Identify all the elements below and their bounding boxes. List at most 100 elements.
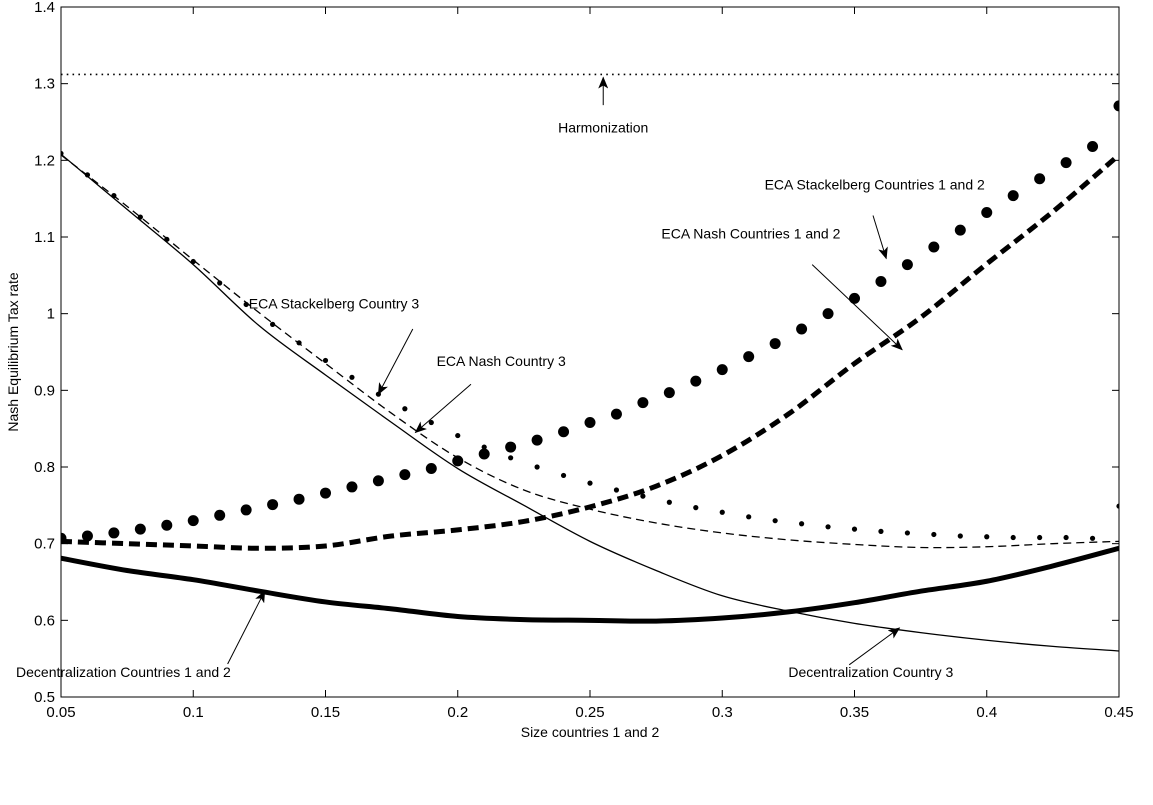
data-point	[560, 472, 567, 479]
annotation-label: Decentralization Country 3	[788, 664, 953, 680]
annotation-label: ECA Nash Country 3	[437, 353, 566, 369]
data-point	[372, 475, 384, 487]
annotation-arrow	[377, 328, 414, 396]
data-point	[799, 521, 805, 527]
series-large-dots	[61, 100, 1119, 544]
data-point	[320, 487, 331, 499]
data-point	[849, 292, 860, 304]
series-thick-dashed	[61, 153, 1119, 551]
data-point	[508, 455, 514, 461]
data-point	[1037, 534, 1043, 541]
y-tick-label: 1.2	[34, 152, 55, 169]
y-tick-label: 1.4	[34, 0, 55, 16]
annotation-label: Decentralization Countries 1 and 2	[16, 664, 231, 680]
y-tick-label: 0.6	[34, 612, 55, 629]
data-point	[452, 455, 464, 467]
annotation-arrow	[227, 590, 266, 665]
data-point	[1010, 534, 1016, 541]
data-point	[214, 509, 226, 521]
data-point	[531, 434, 543, 446]
plot-content	[61, 73, 1119, 652]
x-tick-label: 0.3	[712, 704, 733, 721]
x-tick-label: 0.45	[1104, 704, 1133, 721]
data-point	[1087, 141, 1099, 153]
data-point	[746, 514, 752, 520]
data-point	[954, 224, 966, 236]
annotation: ECA Stackelberg Country 3	[249, 295, 420, 396]
series-thick-solid	[61, 545, 1119, 624]
data-point	[851, 526, 858, 532]
annotation: Decentralization Countries 1 and 2	[16, 590, 266, 680]
annotation-label: ECA Stackelberg Country 3	[249, 295, 420, 311]
y-tick-label: 1.3	[34, 76, 55, 93]
annotations: Harmonization ECA Stackelberg Countries 1…	[16, 76, 985, 680]
annotation: ECA Nash Country 3	[414, 353, 566, 434]
data-point	[1089, 535, 1096, 541]
data-point	[610, 408, 622, 420]
series-line	[61, 153, 1119, 551]
data-point	[719, 509, 725, 515]
data-point	[137, 214, 143, 220]
data-point	[293, 493, 305, 505]
series-thin-dashed	[61, 154, 1119, 549]
data-point	[1116, 503, 1119, 509]
series-thin-solid	[61, 153, 1119, 652]
data-point	[1113, 100, 1119, 112]
annotation: Harmonization	[558, 76, 648, 136]
data-point	[534, 464, 540, 470]
data-point	[769, 338, 781, 350]
data-point	[743, 351, 755, 363]
y-axis-label: Nash Equilibrium Tax rate	[5, 272, 21, 431]
data-point	[693, 505, 699, 511]
data-point	[108, 527, 120, 539]
x-tick-label: 0.1	[183, 704, 204, 721]
data-point	[584, 417, 596, 429]
x-axis-label: Size countries 1 and 2	[521, 724, 660, 740]
data-point	[346, 481, 358, 493]
x-tick-label: 0.25	[575, 704, 604, 721]
data-point	[1034, 173, 1046, 185]
x-axis-ticks: 0.05 0.1 0.15 0.2 0.25 0.3 0.35 0.4 0.45	[46, 7, 1134, 721]
annotation-arrow	[872, 215, 888, 260]
series-line	[61, 545, 1119, 624]
y-tick-label: 0.8	[34, 459, 55, 476]
data-point	[455, 432, 461, 439]
data-point	[663, 387, 675, 399]
annotation-label: ECA Stackelberg Countries 1 and 2	[765, 176, 985, 192]
annotation-arrow	[848, 627, 901, 666]
y-tick-label: 0.7	[34, 536, 55, 553]
y-tick-label: 0.9	[34, 382, 55, 399]
data-point	[981, 206, 993, 218]
data-point	[931, 531, 937, 538]
data-point	[904, 530, 911, 536]
data-point	[322, 357, 329, 364]
annotation: ECA Nash Countries 1 and 2	[661, 226, 903, 351]
series-line	[61, 154, 1119, 549]
data-point	[217, 280, 223, 286]
data-point	[716, 364, 728, 376]
data-point	[825, 524, 831, 530]
data-point	[928, 241, 940, 253]
data-point	[270, 321, 276, 327]
data-point	[187, 515, 199, 527]
data-point	[161, 519, 173, 531]
data-point	[425, 463, 437, 475]
series-small-dots	[61, 150, 1119, 541]
x-tick-label: 0.05	[46, 704, 75, 721]
data-point	[637, 397, 649, 409]
data-point	[587, 480, 593, 486]
annotation-arrow	[811, 264, 903, 351]
data-point	[640, 493, 646, 499]
data-point	[613, 487, 620, 493]
series-line	[61, 153, 1119, 652]
plot-frame	[60, 6, 1120, 698]
data-point	[402, 406, 408, 412]
annotation-label: Harmonization	[558, 120, 648, 136]
annotation: ECA Stackelberg Countries 1 and 2	[765, 176, 985, 260]
x-tick-label: 0.15	[311, 704, 340, 721]
annotation-arrow	[414, 383, 472, 434]
data-point	[690, 375, 702, 387]
data-point	[1063, 534, 1069, 541]
data-point	[878, 528, 884, 535]
